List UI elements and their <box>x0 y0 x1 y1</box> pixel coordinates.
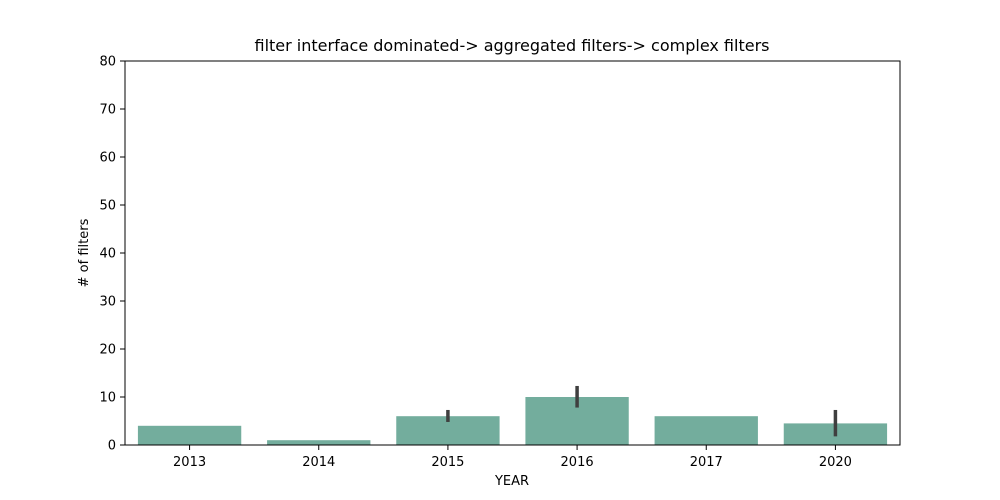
y-tick-label-30: 30 <box>99 295 116 310</box>
bar-2014 <box>267 440 371 445</box>
y-tick-label-20: 20 <box>99 343 116 358</box>
x-tick-label-2015: 2015 <box>431 455 464 470</box>
x-tick-label-2013: 2013 <box>173 455 206 470</box>
y-tick-label-0: 0 <box>108 439 116 454</box>
x-axis-label: YEAR <box>494 474 529 489</box>
y-tick-label-50: 50 <box>99 199 116 214</box>
x-tick-label-2016: 2016 <box>561 455 594 470</box>
y-tick-label-70: 70 <box>99 103 116 118</box>
x-tick-label-2020: 2020 <box>819 455 852 470</box>
bar-2013 <box>137 425 242 445</box>
y-tick-label-80: 80 <box>99 55 116 70</box>
y-tick-label-60: 60 <box>99 151 116 166</box>
chart-title: filter interface dominated-> aggregated … <box>255 36 770 55</box>
x-tick-label-2017: 2017 <box>690 455 723 470</box>
y-tick-label-40: 40 <box>99 247 116 262</box>
bar-2017 <box>654 416 758 445</box>
y-axis-label: # of filters <box>77 218 92 287</box>
x-tick-label-2014: 2014 <box>302 455 335 470</box>
plot-frame <box>124 60 901 446</box>
plot-area: 0 10 20 30 40 50 60 70 80 2013 2014 2015 2016 2017 202… <box>99 55 901 470</box>
y-tick-label-10: 10 <box>99 391 116 406</box>
